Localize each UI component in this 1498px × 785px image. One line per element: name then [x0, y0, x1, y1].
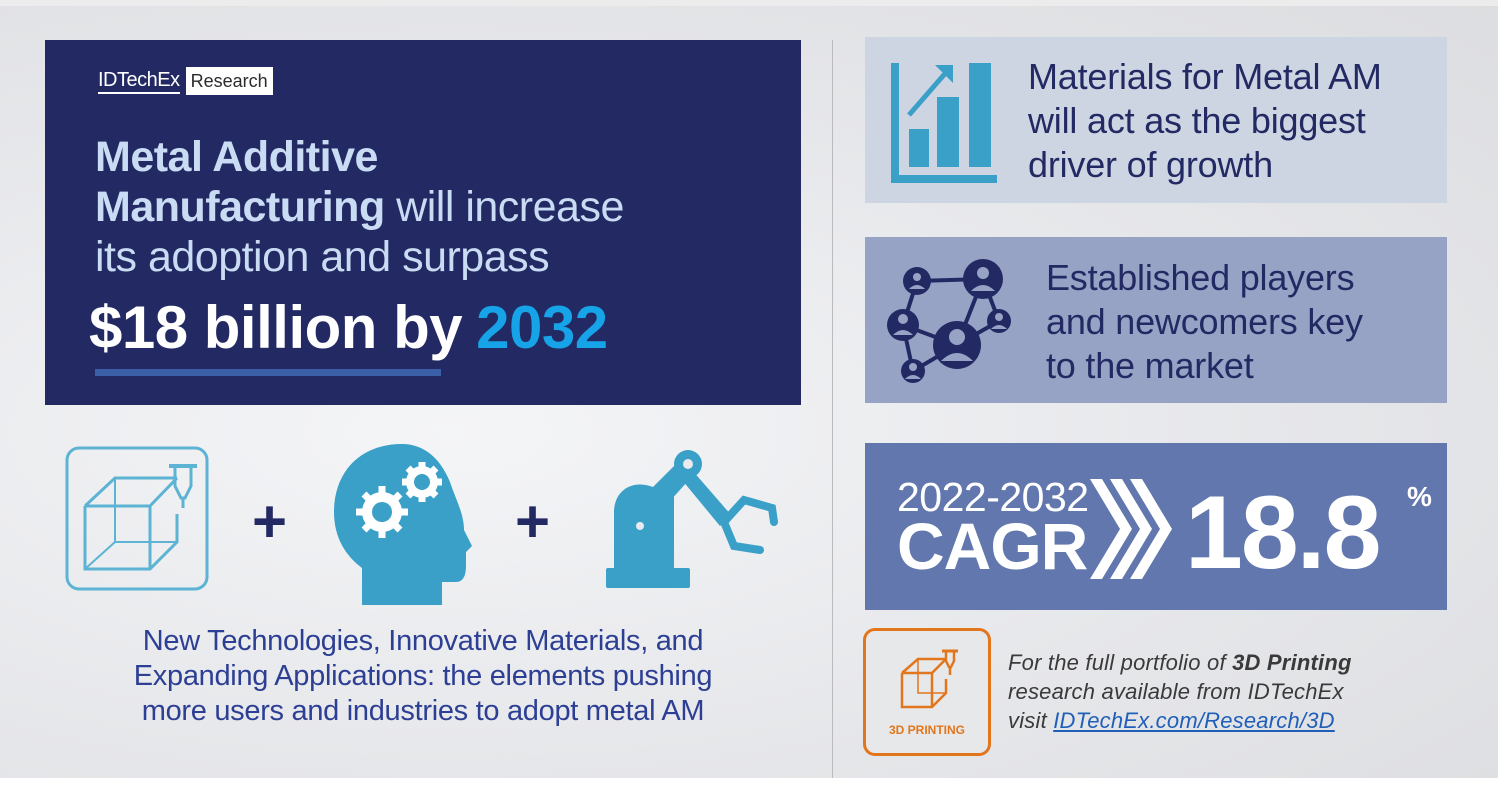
caption-line1: New Technologies, Innovative Materials, …: [142, 625, 704, 657]
card-line3: to the market: [1046, 345, 1254, 386]
target-year: 2032: [476, 294, 608, 361]
3d-printer-icon: [65, 446, 209, 591]
headline-rest-line2: will increase: [384, 183, 624, 231]
hero-panel: IDTechEx Research Metal Additive Manufac…: [45, 40, 801, 405]
badge-label: 3D PRINTING: [888, 723, 965, 737]
3d-printer-icon: [900, 649, 958, 709]
drivers-caption: New Technologies, Innovative Materials, …: [58, 624, 788, 729]
card-line1: Established players: [1046, 257, 1355, 298]
plus-sign: +: [252, 488, 288, 555]
cagr-label: CAGR: [897, 509, 1088, 583]
top-border: [0, 0, 1498, 6]
players-card: Established players and newcomers key to…: [865, 237, 1447, 403]
promo-text: For the full portfolio of 3D Printing re…: [1008, 648, 1352, 735]
market-value-headline: $18 billion by 2032: [89, 295, 608, 361]
robot-arm-icon: [606, 450, 778, 588]
card-text: Materials for Metal AM will act as the b…: [1028, 55, 1382, 187]
caption-line3: more users and industries to adopt metal…: [141, 695, 705, 727]
logo-brand: IDTechEx: [98, 69, 180, 94]
card-line2: will act as the biggest: [1028, 100, 1366, 141]
materials-card: Materials for Metal AM will act as the b…: [865, 37, 1447, 203]
caption-line2: Expanding Applications: the elements pus…: [133, 660, 713, 692]
bottom-border: [0, 778, 1498, 785]
accent-underline: [95, 369, 441, 376]
head-gears-icon: [334, 444, 472, 605]
headline-bold-line2: Manufacturing: [95, 183, 385, 231]
cagr-card: 2022-2032 CAGR 18.8 %: [865, 443, 1447, 610]
promo-part1: For the full portfolio of: [1008, 650, 1233, 675]
cagr-years: 2022-2032: [897, 474, 1089, 520]
chevrons-icon: [1090, 479, 1172, 579]
card-line3: driver of growth: [1028, 144, 1273, 185]
idtechex-logo: IDTechEx Research: [98, 67, 273, 95]
headline-bold-line1: Metal Additive: [95, 133, 378, 181]
people-network-icon: [887, 259, 1011, 383]
column-divider: [832, 40, 833, 780]
drivers-icon-row: + +: [60, 440, 800, 610]
cagr-unit: %: [1407, 481, 1432, 512]
plus-sign: +: [515, 488, 551, 555]
cagr-value: 18.8: [1185, 475, 1381, 591]
bar-chart-growth-icon: [891, 63, 997, 183]
card-line1: Materials for Metal AM: [1028, 56, 1382, 97]
promo-visit: visit: [1008, 708, 1054, 733]
promo-line2: research available from IDTechEx: [1008, 679, 1344, 704]
logo-tag: Research: [185, 67, 273, 95]
promo-bold: 3D Printing: [1232, 650, 1352, 675]
research-link[interactable]: IDTechEx.com/Research/3D: [1053, 708, 1335, 733]
3d-printing-badge[interactable]: 3D PRINTING: [863, 628, 991, 756]
card-line2: and newcomers key: [1046, 301, 1363, 342]
headline-line3: its adoption and surpass: [95, 233, 550, 281]
hero-headline: Metal Additive Manufacturing will increa…: [95, 132, 624, 282]
market-value: $18 billion by: [89, 294, 463, 361]
card-text: Established players and newcomers key to…: [1046, 256, 1363, 388]
